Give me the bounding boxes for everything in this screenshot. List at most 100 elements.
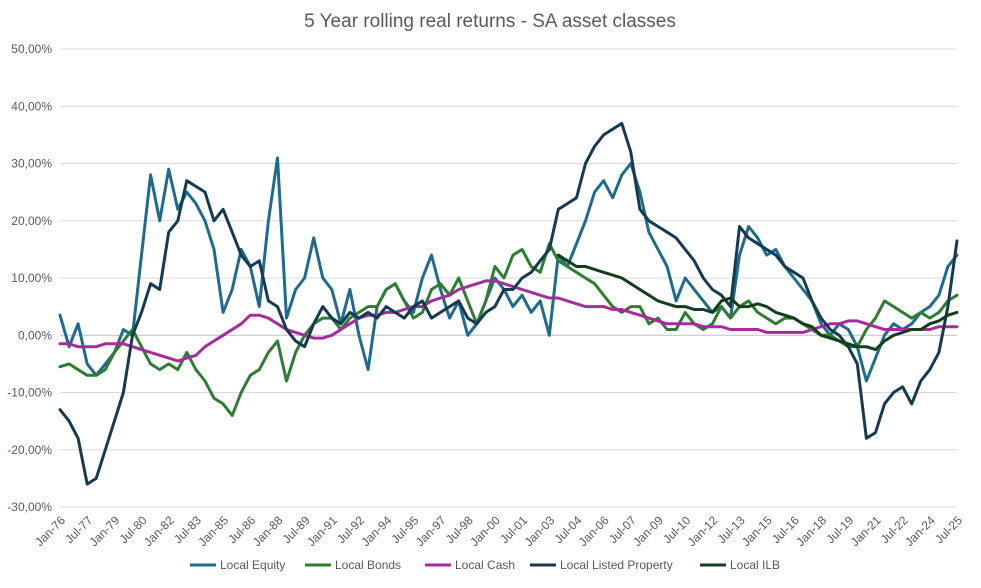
data-point — [920, 311, 922, 314]
x-tick-label: Jan-91 — [304, 513, 340, 549]
data-point — [693, 308, 695, 311]
data-point — [258, 368, 261, 371]
data-point — [412, 311, 415, 314]
data-point — [539, 294, 541, 297]
data-point — [158, 354, 161, 357]
data-point — [457, 300, 460, 302]
data-point — [177, 368, 179, 371]
data-point — [385, 311, 388, 314]
data-point — [331, 288, 333, 291]
data-point — [829, 328, 831, 331]
data-point — [240, 391, 242, 394]
data-point — [657, 320, 659, 322]
data-point — [702, 277, 705, 279]
data-point — [847, 320, 850, 322]
data-point — [566, 202, 569, 205]
data-point — [901, 331, 904, 334]
data-point — [738, 225, 741, 228]
data-point — [684, 277, 686, 279]
data-point — [775, 248, 777, 251]
x-tick-label: Jan-24 — [902, 513, 938, 549]
data-point — [430, 254, 433, 256]
data-point — [104, 449, 107, 451]
data-point — [68, 343, 70, 345]
data-point — [430, 300, 433, 302]
data-point — [68, 420, 70, 422]
data-point — [122, 391, 125, 394]
data-point — [303, 277, 306, 279]
data-point — [892, 391, 895, 394]
data-point — [267, 317, 270, 319]
data-point — [167, 363, 170, 365]
data-point — [294, 340, 297, 342]
data-point — [258, 305, 261, 308]
data-point — [294, 331, 297, 334]
data-point — [575, 271, 578, 274]
data-point — [204, 191, 206, 193]
data-point — [938, 294, 940, 297]
legend-item: Local Bonds — [305, 558, 401, 572]
data-point — [575, 265, 578, 268]
data-point — [611, 305, 614, 308]
data-point — [784, 331, 786, 334]
data-point — [593, 191, 596, 193]
y-tick-label: 50,00% — [11, 42, 52, 56]
data-point — [720, 300, 723, 302]
data-point — [394, 311, 397, 314]
data-point — [177, 220, 179, 222]
data-point — [249, 265, 252, 268]
legend-item: Local ILB — [700, 558, 780, 572]
data-point — [874, 325, 877, 328]
data-point — [276, 157, 279, 159]
data-point — [86, 345, 88, 348]
data-point — [521, 277, 523, 279]
data-point — [231, 231, 233, 233]
data-point — [666, 231, 668, 233]
data-point — [621, 311, 623, 314]
data-point — [747, 225, 750, 228]
data-point — [539, 300, 541, 302]
y-tick-label: 0,00% — [18, 328, 52, 342]
data-point — [611, 197, 614, 199]
data-point — [394, 282, 397, 285]
data-point — [186, 351, 188, 354]
data-point — [802, 288, 804, 291]
data-point — [530, 265, 532, 268]
data-point — [747, 305, 750, 308]
data-point — [77, 323, 79, 325]
data-point — [485, 311, 487, 314]
data-point — [702, 328, 705, 331]
data-point — [213, 220, 215, 222]
data-point — [720, 305, 723, 308]
data-point — [711, 325, 714, 328]
data-point — [675, 237, 677, 239]
x-tick-label: Jan-06 — [576, 513, 612, 549]
data-point — [648, 317, 650, 319]
grid-layer — [60, 48, 957, 508]
data-point — [95, 374, 97, 377]
data-point — [865, 437, 868, 440]
data-point — [756, 303, 759, 305]
data-point — [838, 340, 840, 342]
x-tick-label: Jan-03 — [522, 513, 558, 549]
data-point — [657, 225, 659, 228]
data-point — [213, 248, 215, 251]
data-point — [593, 282, 596, 285]
data-point — [439, 288, 442, 291]
data-point — [267, 351, 270, 354]
data-point — [68, 345, 70, 348]
data-point — [68, 363, 70, 365]
data-point — [720, 325, 723, 328]
data-point — [267, 300, 270, 302]
data-point — [521, 294, 523, 297]
data-point — [195, 354, 197, 357]
data-point — [910, 323, 913, 325]
data-point — [621, 122, 623, 125]
legend-label: Local ILB — [730, 558, 780, 572]
data-point — [856, 345, 859, 348]
data-point — [775, 311, 777, 314]
data-point — [367, 368, 369, 371]
data-point — [956, 294, 958, 297]
data-point — [901, 386, 904, 388]
data-point — [747, 237, 750, 239]
